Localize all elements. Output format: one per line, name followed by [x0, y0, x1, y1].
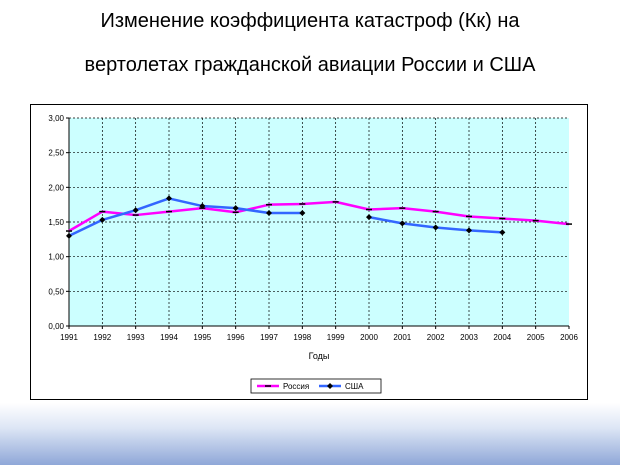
x-tick-label: 1995: [193, 333, 211, 342]
y-tick-label: 1,50: [48, 218, 64, 227]
legend-label-usa: США: [345, 382, 364, 391]
data-point-usa: [166, 195, 172, 202]
x-tick-label: 2004: [493, 333, 511, 342]
data-point-usa: [432, 224, 439, 231]
data-point-usa: [266, 209, 272, 216]
slide-background-gradient: [0, 403, 620, 465]
x-tick-label: 1994: [160, 333, 178, 342]
y-tick-label: 0,00: [48, 322, 64, 331]
x-tick-label: 1991: [60, 333, 78, 342]
legend-label-russia: Россия: [283, 382, 309, 391]
y-tick-label: 3,00: [48, 114, 64, 123]
x-tick-label: 2002: [427, 333, 445, 342]
x-tick-label: 2000: [360, 333, 378, 342]
y-tick-label: 2,50: [48, 149, 64, 158]
data-point-usa: [66, 232, 72, 239]
data-point-usa: [99, 216, 106, 223]
y-tick-label: 1,00: [48, 253, 64, 262]
data-point-usa: [199, 203, 206, 210]
data-point-usa: [132, 207, 139, 214]
x-tick-label: 1992: [93, 333, 111, 342]
x-tick-label: 1998: [293, 333, 311, 342]
x-tick-label: 1997: [260, 333, 278, 342]
series-line-usa: [68, 197, 303, 237]
x-tick-label: 1993: [127, 333, 145, 342]
data-point-usa: [399, 220, 406, 227]
x-tick-label: 2001: [393, 333, 411, 342]
data-point-usa: [466, 227, 472, 234]
data-point-usa: [499, 229, 506, 236]
data-point-usa: [366, 214, 372, 221]
series-line-russia: [68, 200, 570, 233]
title-line-1: Изменение коэффициента катастроф (Кк) на: [100, 10, 520, 32]
legend-box: [250, 378, 382, 394]
x-axis-title: Годы: [309, 351, 330, 361]
x-tick-label: 2003: [460, 333, 478, 342]
line-chart: 0,00 0,50 1,00 1,50 2,00 2,50 3,00 1991 1992 1993…: [48, 114, 578, 394]
data-point-usa: [232, 205, 239, 212]
x-tick-label: 2006: [560, 333, 578, 342]
x-tick-label: 1996: [227, 333, 245, 342]
y-tick-label: 0,50: [48, 287, 64, 296]
legend-marker-usa: [327, 383, 333, 389]
data-point-usa: [299, 209, 306, 216]
title-line-2: вертолетах гражданской авиации России и …: [84, 54, 536, 76]
chart-container: 0,00 0,50 1,00 1,50 2,00 2,50 3,00 1991 1992 1993…: [30, 104, 588, 400]
y-tick-label: 2,00: [48, 183, 64, 192]
x-tick-label: 2005: [527, 333, 545, 342]
x-tick-label: 1999: [327, 333, 345, 342]
